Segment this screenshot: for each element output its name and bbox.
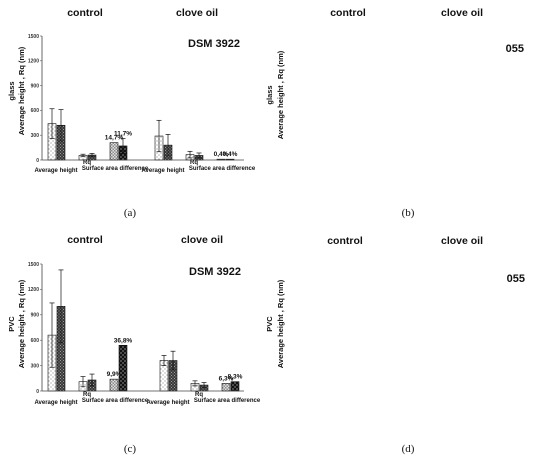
group-title-control: control — [67, 234, 103, 246]
group-title-clove-oil: clove oil — [181, 234, 223, 246]
category-label: Surface area difference — [82, 398, 149, 404]
panel-a: control clove oil DSM 3922 glass Average… — [7, 7, 256, 219]
category-label: Rq — [83, 160, 91, 166]
category-label: Surface area difference — [194, 398, 261, 404]
group-title-clove-oil: clove oil — [441, 7, 483, 19]
bar-control-2-0 — [109, 142, 119, 161]
group-title-clove-oil: clove oil — [176, 7, 218, 19]
bars: 9,9% 36,8% 6,3%8,3% — [47, 269, 243, 392]
data-label: 8,3% — [228, 374, 243, 381]
category-label: Average height — [146, 400, 189, 406]
strain-label: DSM 3922 — [189, 266, 241, 278]
y-axis-top-label: PVC — [7, 316, 16, 332]
group-title-control: control — [330, 7, 366, 19]
y-axis-top-label: glass — [7, 81, 16, 100]
data-label: 11,7% — [114, 131, 132, 138]
panel-d: control clove oil 055 PVC Average height… — [265, 235, 525, 455]
category-label: Rq — [190, 160, 198, 166]
y-axis-label: Average height , Rq (nm) — [276, 50, 285, 139]
category-label: Surface area difference — [82, 166, 149, 172]
y-tick-label: 300 — [31, 363, 40, 369]
panel-letter: (c) — [124, 443, 137, 455]
axes — [41, 264, 244, 392]
data-label: 0,4% — [223, 151, 238, 158]
y-axis-label: Average height , Rq (nm) — [17, 279, 26, 368]
y-ticks: 0 300 600 900 1200 1500 — [28, 34, 42, 164]
y-tick-label: 1200 — [28, 59, 39, 65]
bar-clove-oil-2-0 — [221, 383, 231, 392]
y-axis-top-label: PVC — [265, 316, 274, 332]
y-tick-label: 900 — [31, 313, 40, 319]
y-tick-label: 600 — [31, 108, 40, 114]
axes — [41, 36, 244, 161]
group-title-control: control — [67, 7, 103, 19]
bar-control-2-1 — [118, 344, 128, 392]
group-title-clove-oil: clove oil — [441, 235, 483, 247]
y-tick-label: 0 — [36, 389, 39, 395]
bar-clove-oil-2-1 — [230, 381, 240, 392]
panel-letter: (a) — [124, 207, 137, 219]
data-label: 6,3% — [219, 375, 234, 382]
y-ticks: 0 300 600 900 1200 1500 — [28, 262, 42, 395]
y-tick-label: 1500 — [28, 262, 39, 268]
category-label: Average height — [34, 400, 77, 406]
y-axis-label: Average height , Rq (nm) — [17, 46, 26, 135]
strain-label: 055 — [507, 273, 525, 285]
panel-letter: (b) — [402, 207, 415, 219]
y-tick-label: 0 — [36, 158, 39, 164]
category-label: Rq — [195, 392, 203, 398]
strain-label: DSM 3922 — [188, 38, 240, 50]
group-title-control: control — [327, 235, 363, 247]
bars: 14,7%11,7% 0,4%0,4% — [47, 108, 238, 161]
panel-c: control clove oil DSM 3922 PVC Average h… — [7, 234, 241, 455]
panel-letter: (d) — [402, 443, 415, 455]
y-axis-top-label: glass — [265, 85, 274, 104]
category-label: Average height — [141, 168, 184, 174]
y-tick-label: 1200 — [28, 287, 39, 293]
data-label: 0,4% — [214, 151, 229, 158]
data-label: 14,7% — [105, 135, 124, 142]
category-label: Average height — [34, 168, 77, 174]
y-tick-label: 300 — [31, 133, 40, 139]
y-axis-label: Average height , Rq (nm) — [276, 279, 285, 368]
data-label: 36,8% — [114, 337, 133, 344]
category-label: Surface area difference — [189, 166, 256, 172]
y-tick-label: 600 — [31, 338, 40, 344]
y-tick-label: 900 — [31, 83, 40, 89]
y-tick-label: 1500 — [28, 34, 39, 40]
bar-control-2-0 — [109, 378, 119, 392]
strain-label: 055 — [506, 43, 524, 55]
panel-b: control clove oil 055 glass Average heig… — [28, 7, 524, 406]
category-label: Rq — [83, 392, 91, 398]
data-label: 9,9% — [107, 371, 122, 378]
